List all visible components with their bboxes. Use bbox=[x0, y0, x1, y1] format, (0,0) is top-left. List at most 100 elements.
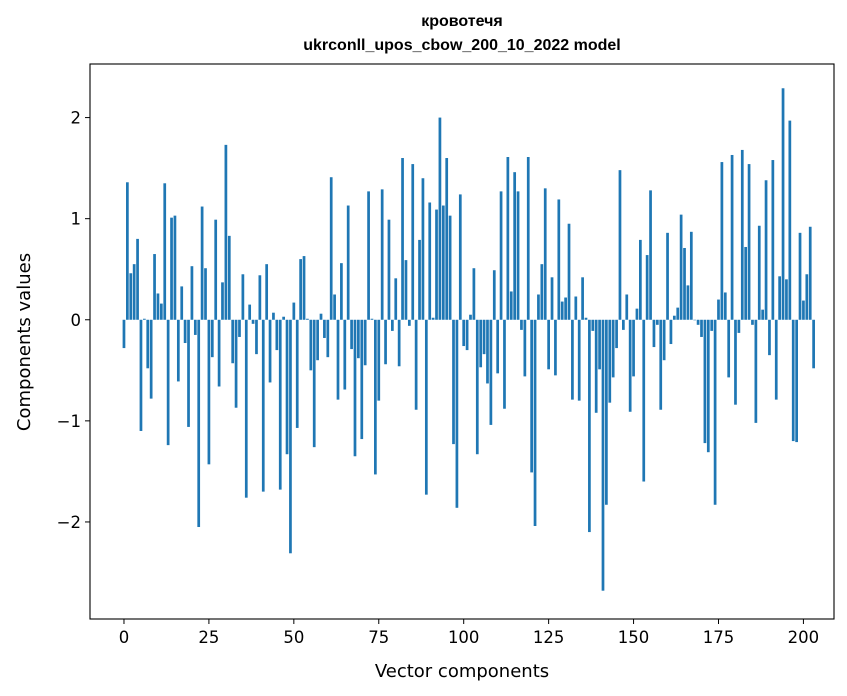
bar-170 bbox=[700, 319, 703, 337]
bar-156 bbox=[652, 319, 656, 348]
bar-65 bbox=[343, 319, 347, 390]
bar-45 bbox=[275, 319, 279, 351]
bar-138 bbox=[591, 319, 595, 331]
bar-94 bbox=[441, 205, 445, 320]
bar-25 bbox=[207, 319, 211, 465]
bar-10 bbox=[156, 293, 160, 320]
bar-191 bbox=[771, 160, 775, 320]
bar-143 bbox=[608, 319, 612, 403]
bar-187 bbox=[757, 225, 761, 320]
bar-59 bbox=[323, 319, 326, 338]
bar-102 bbox=[469, 314, 472, 320]
bar-135 bbox=[581, 277, 584, 320]
bar-139 bbox=[594, 319, 598, 413]
bar-136 bbox=[584, 317, 588, 320]
y-tick-label: 0 bbox=[71, 311, 82, 330]
x-tick-label: 175 bbox=[703, 628, 735, 647]
bar-41 bbox=[261, 319, 265, 492]
bar-184 bbox=[747, 164, 751, 320]
bar-1 bbox=[126, 182, 129, 320]
bar-13 bbox=[166, 319, 170, 446]
bar-48 bbox=[285, 319, 289, 455]
bar-83 bbox=[404, 260, 408, 320]
bar-54 bbox=[306, 318, 309, 320]
bar-44 bbox=[272, 312, 275, 320]
bar-127 bbox=[554, 319, 557, 376]
bar-104 bbox=[475, 319, 479, 455]
bar-95 bbox=[445, 158, 449, 320]
bar-176 bbox=[720, 162, 724, 320]
bar-73 bbox=[370, 318, 374, 320]
bar-183 bbox=[744, 246, 748, 320]
x-tick-label: 200 bbox=[788, 628, 820, 647]
bar-15 bbox=[173, 215, 177, 320]
bar-122 bbox=[537, 294, 540, 320]
bar-57 bbox=[316, 319, 319, 361]
bar-158 bbox=[659, 319, 663, 410]
bar-118 bbox=[523, 319, 527, 377]
bar-145 bbox=[615, 319, 618, 349]
bar-78 bbox=[387, 219, 391, 320]
bar-163 bbox=[676, 307, 680, 320]
bar-84 bbox=[407, 319, 411, 326]
bar-40 bbox=[258, 275, 262, 320]
bar-92 bbox=[435, 209, 438, 320]
x-tick-label: 25 bbox=[198, 628, 219, 647]
bar-31 bbox=[227, 235, 231, 320]
bar-39 bbox=[255, 319, 258, 355]
bar-174 bbox=[713, 319, 717, 505]
bar-128 bbox=[557, 199, 561, 320]
bar-175 bbox=[717, 299, 720, 320]
bar-155 bbox=[649, 190, 652, 320]
bar-22 bbox=[197, 319, 201, 528]
bar-67 bbox=[350, 319, 353, 350]
bar-58 bbox=[319, 313, 323, 320]
bar-198 bbox=[795, 319, 798, 443]
bar-60 bbox=[326, 319, 330, 358]
bar-105 bbox=[479, 319, 483, 368]
bar-97 bbox=[452, 319, 455, 445]
x-tick-label: 150 bbox=[618, 628, 650, 647]
bar-180 bbox=[734, 319, 737, 405]
bar-23 bbox=[200, 206, 204, 320]
x-axis-label: Vector components bbox=[375, 661, 549, 682]
bar-169 bbox=[696, 319, 700, 325]
bar-24 bbox=[204, 268, 207, 320]
bar-177 bbox=[723, 292, 727, 320]
bar-69 bbox=[357, 319, 360, 359]
bar-86 bbox=[414, 319, 418, 410]
bar-149 bbox=[628, 319, 632, 412]
bar-36 bbox=[244, 319, 248, 498]
bar-182 bbox=[740, 149, 744, 320]
bar-74 bbox=[374, 319, 377, 475]
bar-89 bbox=[424, 319, 428, 495]
bar-153 bbox=[642, 319, 646, 482]
bar-185 bbox=[751, 319, 754, 325]
bar-6 bbox=[143, 318, 146, 320]
bar-197 bbox=[791, 319, 795, 442]
x-tick-label: 50 bbox=[283, 628, 304, 647]
bar-28 bbox=[217, 319, 221, 387]
bar-131 bbox=[567, 223, 571, 320]
bar-111 bbox=[499, 191, 503, 320]
bar-167 bbox=[689, 231, 693, 320]
bar-37 bbox=[248, 304, 252, 320]
bar-154 bbox=[645, 255, 649, 320]
bar-106 bbox=[482, 319, 486, 355]
bar-52 bbox=[299, 259, 302, 320]
bar-133 bbox=[574, 296, 578, 320]
bar-0 bbox=[122, 319, 126, 349]
bar-192 bbox=[774, 319, 778, 400]
bar-126 bbox=[550, 277, 554, 320]
bar-144 bbox=[611, 319, 615, 378]
bar-21 bbox=[193, 319, 197, 335]
bar-68 bbox=[353, 319, 357, 457]
bar-71 bbox=[363, 319, 367, 366]
bar-172 bbox=[706, 319, 710, 453]
bar-55 bbox=[309, 319, 313, 371]
bar-88 bbox=[421, 178, 425, 320]
bar-157 bbox=[655, 319, 659, 325]
bar-5 bbox=[139, 319, 143, 431]
bar-165 bbox=[683, 247, 686, 320]
